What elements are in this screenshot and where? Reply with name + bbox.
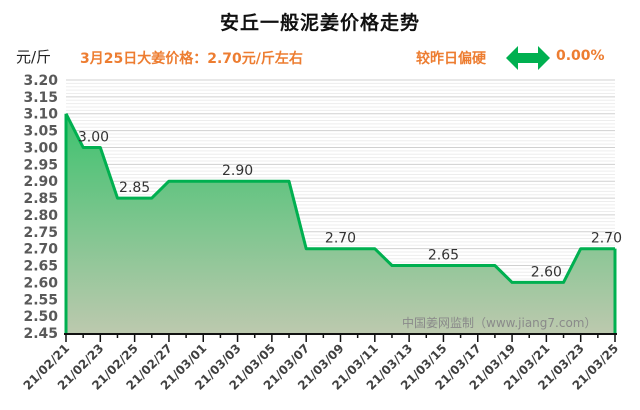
y-axis-ticks: 3.203.153.103.053.002.952.902.852.802.75… <box>23 73 58 342</box>
y-tick-label: 2.90 <box>23 174 58 190</box>
y-tick-label: 2.80 <box>23 208 58 224</box>
compare-label: 较昨日偏硬 <box>416 51 486 67</box>
y-tick-label: 2.75 <box>23 225 58 241</box>
y-tick-label: 2.65 <box>23 259 58 275</box>
data-label: 2.70 <box>325 231 356 247</box>
price-headline: 3月25日大姜价格：2.70元/斤左右 <box>80 51 303 67</box>
watermark: 中国姜网监制（www.jiang7.com） <box>402 315 596 330</box>
data-label: 2.85 <box>119 180 150 196</box>
data-label: 2.60 <box>531 264 562 280</box>
y-tick-label: 2.95 <box>23 157 58 173</box>
left-right-arrow-icon <box>506 46 550 70</box>
y-axis-unit-label: 元/斤 <box>16 48 52 66</box>
x-axis: 21/02/2121/02/2321/02/2521/02/2721/03/01… <box>21 333 621 393</box>
y-tick-label: 2.85 <box>23 191 58 207</box>
y-tick-label: 3.10 <box>23 107 58 123</box>
chart-title: 安丘一般泥姜价格走势 <box>219 12 420 34</box>
y-tick-label: 3.20 <box>23 73 58 89</box>
y-tick-label: 2.60 <box>23 275 58 291</box>
y-tick-label: 2.45 <box>23 326 58 342</box>
y-tick-label: 3.15 <box>23 90 58 106</box>
y-tick-label: 2.55 <box>23 292 58 308</box>
y-tick-label: 3.00 <box>23 140 58 156</box>
price-area <box>66 113 615 333</box>
data-label: 2.90 <box>222 163 253 179</box>
data-label: 2.65 <box>428 248 459 264</box>
data-label: 2.70 <box>591 231 622 247</box>
y-tick-label: 2.50 <box>23 309 58 325</box>
change-percent: 0.00% <box>556 48 605 64</box>
y-tick-label: 3.05 <box>23 124 58 140</box>
price-line <box>64 113 615 284</box>
data-labels: 3.00 2.85 2.90 2.70 2.65 2.60 2.70 <box>78 129 622 280</box>
y-tick-label: 2.70 <box>23 242 58 258</box>
data-label: 3.00 <box>78 129 109 145</box>
